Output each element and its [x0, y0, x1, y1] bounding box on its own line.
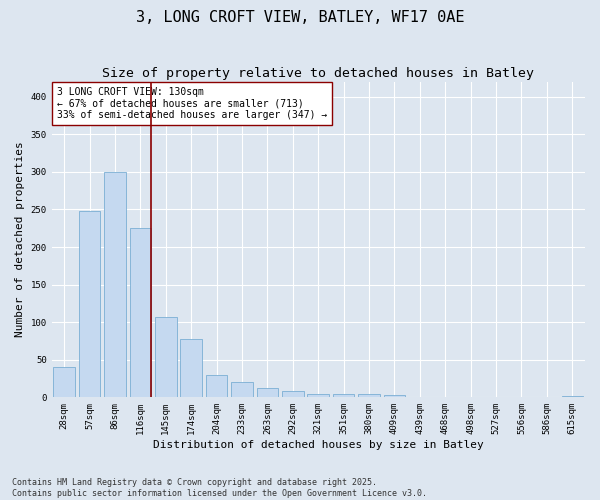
Bar [562, 396, 583, 398]
Bar [155, 317, 176, 398]
Bar [130, 228, 151, 398]
Bar [206, 375, 227, 398]
Bar [181, 340, 202, 398]
Bar [231, 382, 253, 398]
Bar [282, 392, 304, 398]
Text: Contains HM Land Registry data © Crown copyright and database right 2025.
Contai: Contains HM Land Registry data © Crown c… [12, 478, 427, 498]
Bar [383, 395, 405, 398]
Bar [104, 172, 126, 398]
Bar [53, 368, 75, 398]
X-axis label: Distribution of detached houses by size in Batley: Distribution of detached houses by size … [153, 440, 484, 450]
Bar [307, 394, 329, 398]
Bar [257, 388, 278, 398]
Y-axis label: Number of detached properties: Number of detached properties [15, 142, 25, 338]
Text: 3, LONG CROFT VIEW, BATLEY, WF17 0AE: 3, LONG CROFT VIEW, BATLEY, WF17 0AE [136, 10, 464, 25]
Bar [333, 394, 355, 398]
Bar [358, 394, 380, 398]
Bar [79, 211, 100, 398]
Title: Size of property relative to detached houses in Batley: Size of property relative to detached ho… [102, 68, 534, 80]
Text: 3 LONG CROFT VIEW: 130sqm
← 67% of detached houses are smaller (713)
33% of semi: 3 LONG CROFT VIEW: 130sqm ← 67% of detac… [57, 87, 328, 120]
